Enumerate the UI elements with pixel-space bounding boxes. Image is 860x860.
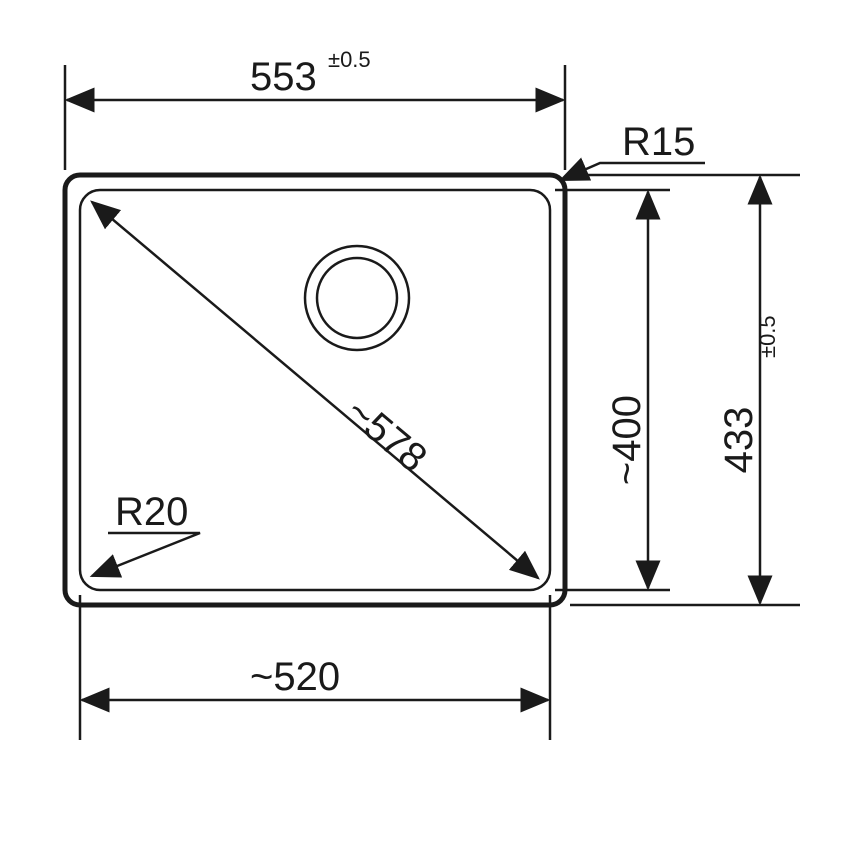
technical-drawing: ~578 553 ±0.5 ~520 ~400 433 ±0.5 R15 R20 [0,0,860,860]
dim-outer-height: 433 ±0.5 [570,175,800,605]
dim-top-width: 553 ±0.5 [65,47,565,170]
dim-bottom-width-value: ~520 [250,655,340,699]
dim-radius-outer-value: R15 [622,120,695,164]
dim-top-width-tol: ±0.5 [328,47,371,72]
top-notch [295,173,335,177]
dim-radius-inner: R20 [92,490,200,576]
dim-top-width-value: 553 [250,55,317,99]
dim-bottom-width: ~520 [80,595,550,740]
dim-radius-outer: R15 [561,120,705,180]
diagonal-dim-label: ~578 [338,389,435,481]
dim-outer-height-value: 433 [717,407,761,474]
drain-outer-circle [305,246,409,350]
dim-inner-height-value: ~400 [605,395,649,485]
dim-outer-height-tol: ±0.5 [755,315,780,358]
dim-inner-height: ~400 [555,190,670,590]
dim-radius-inner-value: R20 [115,490,188,534]
drain-inner-circle [317,258,397,338]
